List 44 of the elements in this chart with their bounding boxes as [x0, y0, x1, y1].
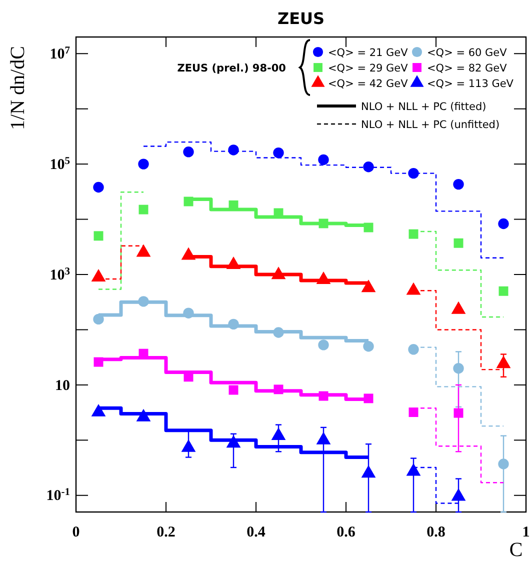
y-tick-label: 10$^{7}$: [50, 44, 70, 62]
legend-label: <Q> = 82 GeV: [427, 62, 508, 74]
point: [408, 229, 418, 239]
x-axis-title: C: [509, 539, 523, 561]
point: [273, 147, 284, 158]
legend-label: <Q> = 113 GeV: [427, 78, 514, 90]
point: [228, 385, 238, 395]
chart-title: ZEUS: [277, 9, 325, 28]
x-tick-label: 0.8: [426, 524, 446, 541]
legend-label: <Q> = 29 GeV: [328, 62, 409, 74]
point: [318, 154, 329, 166]
point: [363, 341, 374, 352]
point: [93, 182, 104, 193]
x-tick-label: 0: [72, 524, 80, 541]
point: [318, 340, 329, 350]
point: [453, 362, 464, 374]
point: [498, 286, 508, 296]
legend-label: <Q> = 42 GeV: [328, 78, 409, 90]
x-tick-label: 0.2: [156, 524, 176, 541]
y-tick-label: 10$^{3}$: [50, 266, 70, 284]
x-tick-label: 0.4: [246, 524, 266, 541]
point: [453, 178, 464, 190]
legend-title: ZEUS (prel.) 98-00: [177, 62, 286, 74]
point: [408, 408, 418, 418]
point: [94, 231, 104, 241]
y-tick-label: 10: [55, 378, 70, 394]
point: [498, 218, 509, 230]
point: [183, 146, 194, 158]
x-tick-label: 0.6: [336, 524, 356, 541]
legend-label: NLO + NLL + PC (unfitted): [361, 119, 500, 131]
x-tick-label: 1: [522, 524, 530, 541]
point: [498, 458, 509, 470]
point: [363, 162, 374, 172]
legend-label: <Q> = 21 GeV: [328, 47, 409, 59]
y-tick-label: 10$^{-1}$: [46, 486, 70, 504]
y-axis-title: 1/N dn/dC: [7, 46, 29, 130]
point: [93, 314, 104, 325]
point: [454, 238, 464, 248]
point: [138, 158, 149, 170]
legend-label: NLO + NLL + PC (fitted): [361, 101, 486, 113]
legend-label: <Q> = 60 GeV: [427, 47, 508, 59]
point: [408, 344, 419, 355]
point: [138, 204, 148, 214]
y-tick-label: 10$^{5}$: [50, 155, 70, 173]
